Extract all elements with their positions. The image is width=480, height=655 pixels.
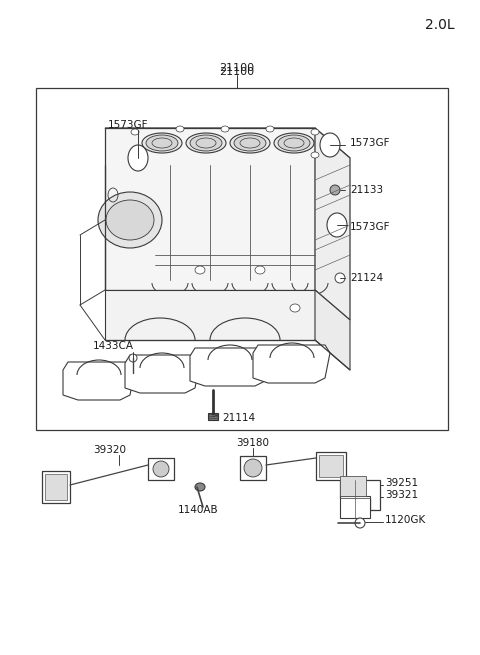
Text: 39320: 39320: [93, 445, 126, 455]
Bar: [240, 456, 266, 480]
Bar: [208, 413, 218, 420]
Ellipse shape: [128, 145, 148, 171]
Ellipse shape: [327, 213, 347, 237]
Ellipse shape: [195, 483, 205, 491]
Bar: [36, 88, 448, 430]
Text: 1120GK: 1120GK: [385, 515, 426, 525]
Text: 1433CA: 1433CA: [93, 341, 134, 351]
Bar: [340, 476, 366, 496]
Bar: [42, 471, 70, 503]
Ellipse shape: [230, 133, 270, 153]
Polygon shape: [105, 290, 315, 340]
Text: 21100: 21100: [219, 63, 254, 73]
Ellipse shape: [278, 135, 310, 151]
Bar: [340, 496, 370, 518]
Text: 39251: 39251: [385, 478, 418, 488]
Polygon shape: [315, 290, 350, 370]
Bar: [45, 474, 67, 500]
Ellipse shape: [129, 354, 137, 362]
Ellipse shape: [98, 192, 162, 248]
Ellipse shape: [290, 304, 300, 312]
Ellipse shape: [106, 200, 154, 240]
Ellipse shape: [146, 135, 178, 151]
Text: 21100: 21100: [219, 67, 254, 77]
Ellipse shape: [142, 133, 182, 153]
Text: 21124: 21124: [350, 273, 383, 283]
Text: 39321: 39321: [385, 490, 418, 500]
Ellipse shape: [234, 135, 266, 151]
Text: 1573GF: 1573GF: [350, 138, 391, 148]
Text: 21114: 21114: [222, 413, 255, 423]
Ellipse shape: [355, 518, 365, 528]
Polygon shape: [190, 348, 270, 386]
Text: 21133: 21133: [350, 185, 383, 195]
Ellipse shape: [221, 126, 229, 132]
Ellipse shape: [255, 266, 265, 274]
Polygon shape: [253, 345, 330, 383]
Bar: [319, 455, 343, 477]
Ellipse shape: [131, 129, 139, 135]
Ellipse shape: [274, 133, 314, 153]
Polygon shape: [125, 355, 200, 393]
Ellipse shape: [195, 266, 205, 274]
Ellipse shape: [335, 273, 345, 283]
Ellipse shape: [153, 461, 169, 477]
Ellipse shape: [186, 133, 226, 153]
Ellipse shape: [244, 459, 262, 477]
Ellipse shape: [190, 135, 222, 151]
Polygon shape: [63, 362, 135, 400]
Polygon shape: [105, 128, 350, 158]
Text: 39180: 39180: [237, 438, 269, 448]
Ellipse shape: [330, 185, 340, 195]
Text: 2.0L: 2.0L: [425, 18, 455, 32]
Text: 1573GF: 1573GF: [350, 222, 391, 232]
Polygon shape: [315, 128, 350, 320]
Polygon shape: [105, 128, 315, 290]
Ellipse shape: [311, 152, 319, 158]
Ellipse shape: [266, 126, 274, 132]
Bar: [316, 452, 346, 480]
Polygon shape: [340, 480, 380, 510]
Ellipse shape: [320, 133, 340, 157]
Bar: [148, 458, 174, 480]
Ellipse shape: [176, 126, 184, 132]
Text: 1140AB: 1140AB: [178, 505, 218, 515]
Ellipse shape: [131, 152, 139, 158]
Ellipse shape: [311, 129, 319, 135]
Text: 1573GF: 1573GF: [108, 120, 148, 130]
